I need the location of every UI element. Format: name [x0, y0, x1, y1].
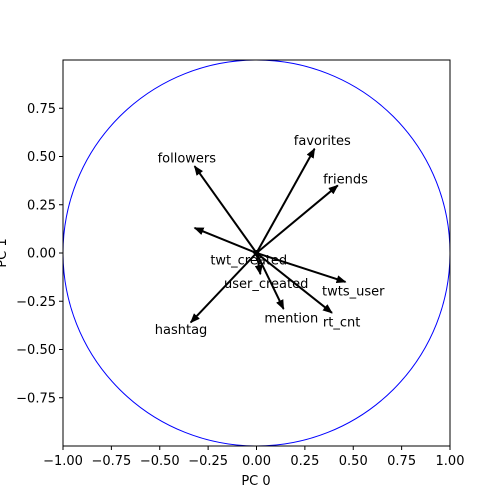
- vector-arrow: [255, 252, 333, 314]
- x-axis-label: PC 0: [241, 474, 270, 489]
- x-tick-label: 0.75: [387, 454, 416, 469]
- vector-arrow: [254, 252, 263, 276]
- x-tick-label: −0.25: [188, 454, 228, 469]
- y-tick-label: −0.25: [16, 295, 56, 310]
- vector-label: twts_user: [322, 285, 385, 300]
- x-tick-label: 0.50: [339, 454, 368, 469]
- vector-label: friends: [323, 173, 368, 188]
- x-tick-label: 0.25: [290, 454, 319, 469]
- vector-arrow: [255, 147, 316, 254]
- vector-arrow: [193, 165, 258, 254]
- vector-arrow: [255, 184, 339, 254]
- y-tick-label: −0.75: [16, 391, 56, 406]
- y-tick-label: 0.00: [27, 247, 56, 262]
- y-tick-label: 0.25: [27, 198, 56, 213]
- x-tick-label: −1.00: [43, 454, 83, 469]
- vector-arrow: [189, 252, 258, 324]
- vector-arrow: [255, 252, 285, 310]
- vector-label: user_created: [224, 277, 308, 292]
- x-tick-label: −0.75: [91, 454, 131, 469]
- y-tick-label: 0.75: [27, 102, 56, 117]
- x-tick-label: 0.00: [242, 454, 271, 469]
- vector-label: twt_created: [210, 254, 287, 269]
- x-axis: −1.00 −0.75 −0.50 −0.25 0.00 0.25 0.50 0.75 1.00: [43, 446, 464, 469]
- vector-label: rt_cnt: [323, 315, 360, 330]
- y-tick-label: 0.50: [27, 150, 56, 165]
- vector-label: mention: [264, 312, 318, 327]
- x-tick-label: −0.50: [140, 454, 180, 469]
- vector-label: hashtag: [155, 323, 208, 338]
- vector-label: followers: [158, 151, 217, 166]
- y-axis-label: PC 1: [0, 238, 10, 267]
- x-tick-label: 1.00: [436, 454, 465, 469]
- vector-label: favorites: [294, 134, 351, 149]
- y-tick-label: −0.50: [16, 343, 56, 358]
- vector-arrow: [193, 226, 257, 254]
- vector-arrow: [256, 252, 347, 283]
- y-axis: −0.75 −0.50 −0.25 0.00 0.25 0.50 0.75: [16, 102, 63, 406]
